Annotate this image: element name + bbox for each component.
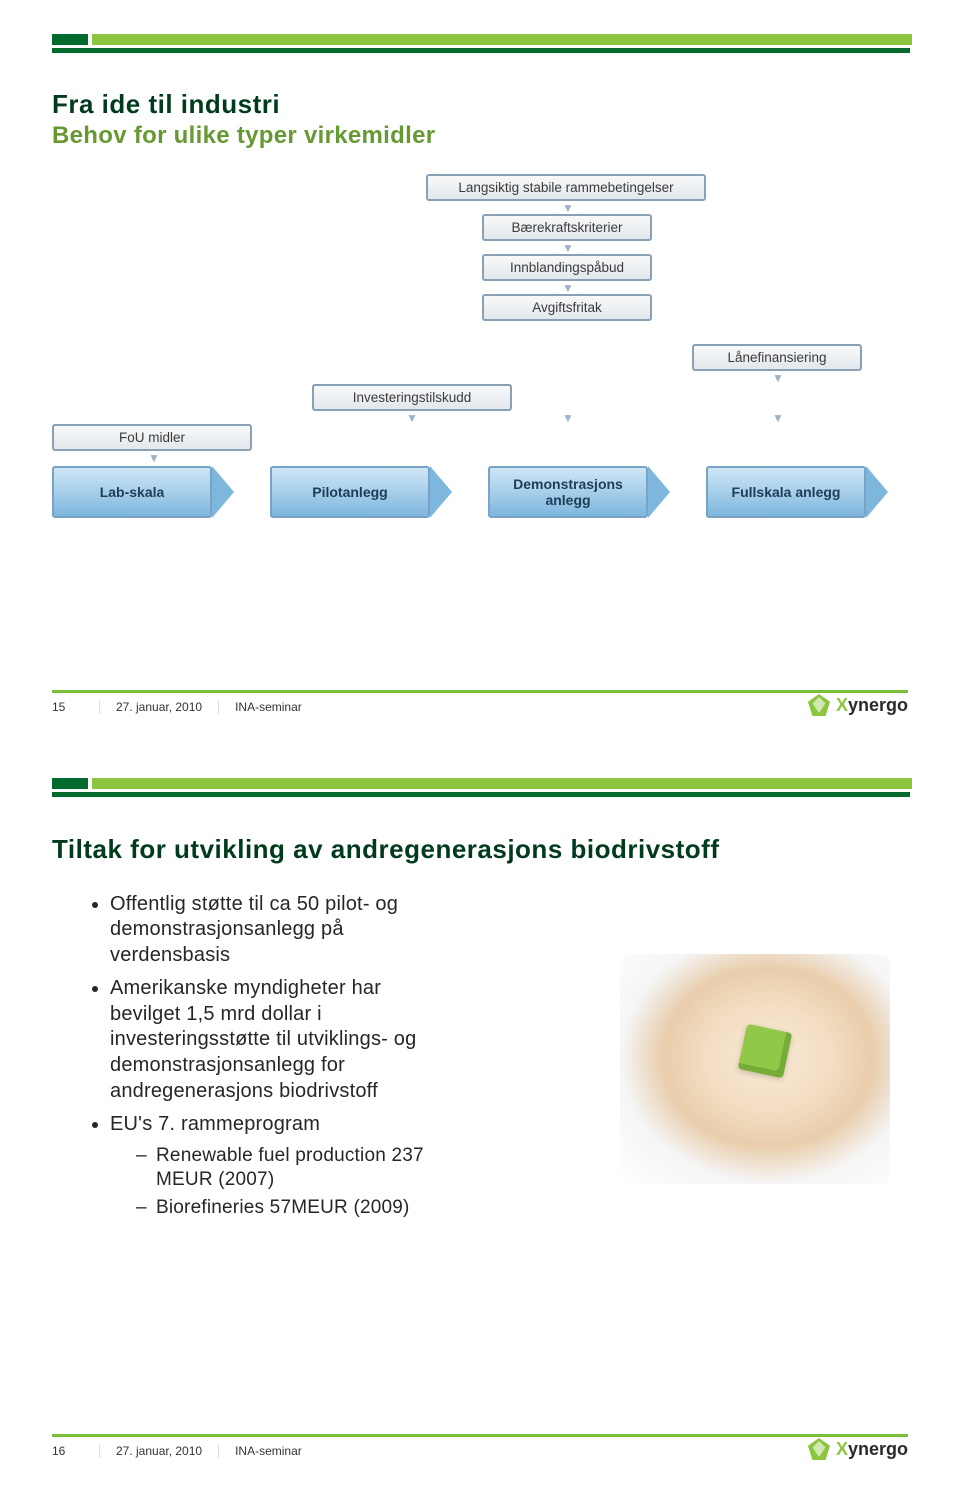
cond-langsiktig: Langsiktig stabile rammebetingelser	[426, 174, 706, 201]
footer: 15 27. januar, 2010 INA-seminar	[52, 700, 908, 714]
footer-line	[52, 690, 908, 693]
footer-date: 27. januar, 2010	[100, 1444, 219, 1458]
stage-full: Fullskala anlegg	[706, 466, 888, 518]
hands-globe-image	[620, 954, 890, 1184]
cond-invest: Investeringstilskudd	[312, 384, 512, 411]
bar-accent-light	[92, 778, 912, 789]
bullet-1: Offentlig støtte til ca 50 pilot- og dem…	[110, 892, 430, 969]
diagram: Langsiktig stabile rammebetingelser ▼ Bæ…	[52, 174, 908, 524]
cond-laane: Lånefinansiering	[692, 344, 862, 371]
slide-2: Tiltak for utvikling av andregenerasjons…	[0, 744, 960, 1489]
arrow-down-icon: ▼	[148, 452, 160, 464]
page-number: 15	[52, 700, 100, 714]
footer-line	[52, 1434, 908, 1437]
arrow-down-icon: ▼	[406, 412, 418, 424]
top-bars	[0, 0, 960, 53]
arrow-down-icon: ▼	[772, 372, 784, 384]
footer-date: 27. januar, 2010	[100, 700, 219, 714]
footer: 16 27. januar, 2010 INA-seminar	[52, 1444, 908, 1458]
chevron-right-icon	[648, 466, 670, 518]
sub-bullet-1: Renewable fuel production 237 MEUR (2007…	[136, 1144, 430, 1193]
chevron-right-icon	[212, 466, 234, 518]
logo-text: Xynergo	[836, 1439, 908, 1460]
footer-context: INA-seminar	[219, 700, 302, 714]
stage-pilot-label: Pilotanlegg	[270, 466, 430, 518]
bar-accent-dark	[52, 34, 88, 45]
bullet-3-label: EU's 7. rammeprogram	[110, 1113, 320, 1135]
logo-text: Xynergo	[836, 695, 908, 716]
slide-title: Tiltak for utvikling av andregenerasjons…	[52, 833, 908, 866]
bullet-3: EU's 7. rammeprogram Renewable fuel prod…	[110, 1112, 430, 1221]
cond-fou: FoU midler	[52, 424, 252, 451]
cond-avgift: Avgiftsfritak	[482, 294, 652, 321]
arrow-down-icon: ▼	[562, 412, 574, 424]
bar-accent-light	[92, 34, 912, 45]
top-bars	[0, 744, 960, 797]
logo: Xynergo	[808, 694, 908, 716]
stage-demo-label: Demonstrasjons anlegg	[488, 466, 648, 518]
sub-bullet-list: Renewable fuel production 237 MEUR (2007…	[110, 1144, 430, 1221]
slide-subtitle: Behov for ulike typer virkemidler	[52, 122, 908, 150]
stage-full-label: Fullskala anlegg	[706, 466, 866, 518]
stage-lab: Lab-skala	[52, 466, 234, 518]
stage-pilot: Pilotanlegg	[270, 466, 452, 518]
stage-lab-label: Lab-skala	[52, 466, 212, 518]
arrow-down-icon: ▼	[772, 412, 784, 424]
arrow-down-icon: ▼	[562, 242, 574, 254]
chevron-right-icon	[430, 466, 452, 518]
sub-bullet-2: Biorefineries 57MEUR (2009)	[136, 1196, 430, 1220]
logo-icon	[808, 1438, 830, 1460]
slide-title: Fra ide til industri	[52, 89, 908, 120]
logo-icon	[808, 694, 830, 716]
arrow-down-icon: ▼	[562, 202, 574, 214]
stage-demo: Demonstrasjons anlegg	[488, 466, 670, 518]
slide-1: Fra ide til industri Behov for ulike typ…	[0, 0, 960, 744]
cond-innblanding: Innblandingspåbud	[482, 254, 652, 281]
bar-accent-dark	[52, 778, 88, 789]
arrow-down-icon: ▼	[562, 282, 574, 294]
footer-context: INA-seminar	[219, 1444, 302, 1458]
page-number: 16	[52, 1444, 100, 1458]
bullet-2: Amerikanske myndigheter har bevilget 1,5…	[110, 976, 430, 1104]
bullet-list: Offentlig støtte til ca 50 pilot- og dem…	[0, 866, 580, 1221]
chevron-right-icon	[866, 466, 888, 518]
cond-baere: Bærekraftskriterier	[482, 214, 652, 241]
logo: Xynergo	[808, 1438, 908, 1460]
